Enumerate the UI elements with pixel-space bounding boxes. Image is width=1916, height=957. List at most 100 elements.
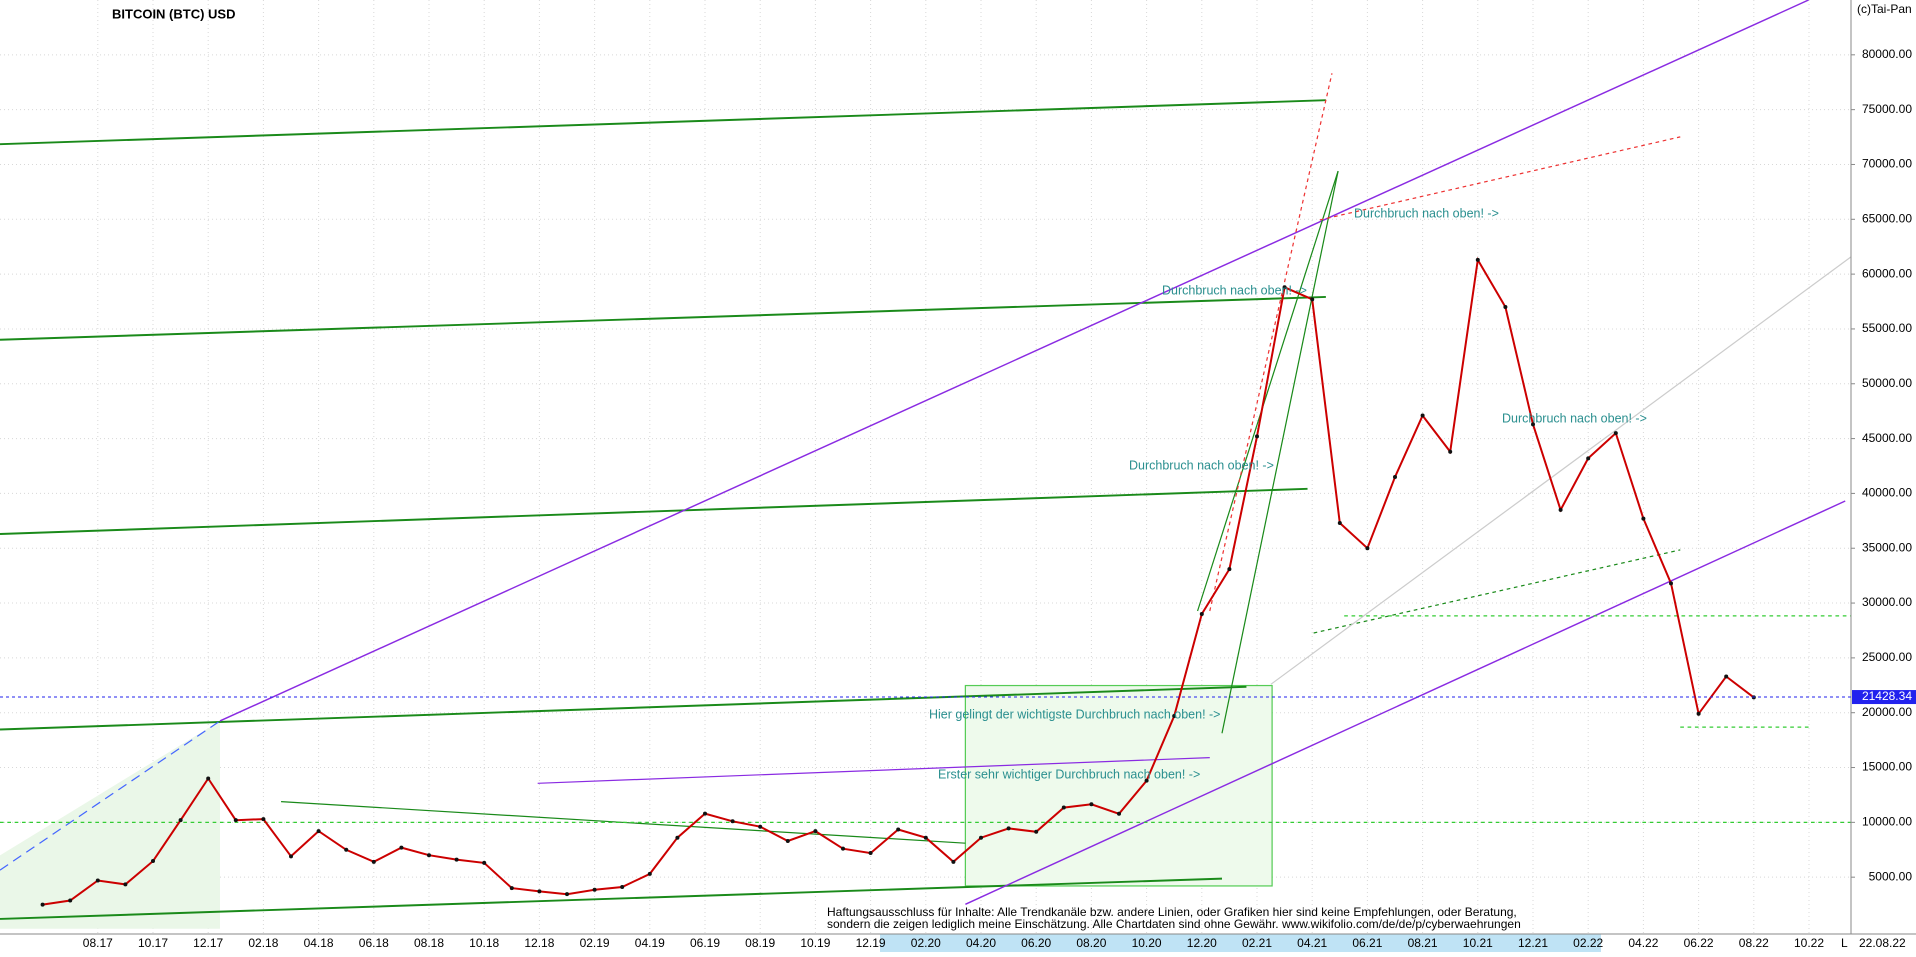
price-point	[40, 902, 45, 907]
price-point	[261, 817, 266, 822]
x-tick-label: 04.22	[1628, 936, 1658, 950]
price-point	[730, 819, 735, 824]
price-point	[841, 846, 845, 851]
x-tick-label: 10.22	[1794, 936, 1824, 950]
disclaimer: Haftungsausschluss für Inhalte: Alle Tre…	[827, 905, 1517, 919]
scale-mode: L	[1841, 936, 1848, 950]
trend-line	[219, 0, 1809, 722]
x-tick-label: 10.17	[138, 936, 168, 950]
price-point	[1365, 546, 1370, 551]
trend-lines	[0, 0, 1852, 929]
price-point	[1282, 285, 1287, 290]
x-tick-label: 02.21	[1242, 936, 1272, 950]
x-tick-label: 08.19	[745, 936, 775, 950]
y-tick-label: 5000.00	[1869, 869, 1913, 883]
trend-line	[1270, 256, 1852, 685]
annotation: Hier gelingt der wichtigste Durchbruch n…	[929, 707, 1220, 721]
y-tick-label: 20000.00	[1862, 705, 1912, 719]
x-tick-label: 10.20	[1132, 936, 1162, 950]
last-price-label: 21428.34	[1862, 689, 1912, 703]
price-point	[813, 829, 818, 834]
price-point	[371, 859, 376, 864]
price-point	[509, 886, 514, 891]
trend-line	[0, 487, 1308, 535]
price-point	[537, 889, 542, 894]
trend-line	[0, 877, 1223, 920]
x-tick-label: 08.21	[1408, 936, 1438, 950]
price-point	[399, 845, 404, 850]
price-point	[1586, 456, 1591, 461]
y-tick-label: 65000.00	[1862, 211, 1912, 225]
x-tick-label: 08.20	[1076, 936, 1106, 950]
y-tick-label: 70000.00	[1862, 157, 1912, 171]
price-point	[1117, 811, 1121, 816]
price-point	[1144, 778, 1149, 783]
annotation: Durchbruch nach oben! ->	[1502, 411, 1647, 425]
price-point	[1503, 305, 1508, 310]
price-point	[785, 838, 790, 843]
x-tick-label: 06.22	[1684, 936, 1714, 950]
x-tick-label: 02.19	[580, 936, 610, 950]
price-point	[233, 818, 238, 823]
x-tick-label: 04.19	[635, 936, 665, 950]
price-point	[482, 860, 487, 865]
y-tick-label: 80000.00	[1862, 47, 1912, 61]
price-point	[68, 898, 73, 903]
price-point	[1448, 449, 1453, 454]
y-tick-label: 25000.00	[1862, 650, 1912, 664]
price-point	[454, 857, 459, 862]
trend-line	[965, 500, 1846, 905]
annotation: Durchbruch nach oben! ->	[1162, 283, 1307, 297]
price-point	[1613, 431, 1618, 436]
y-tick-label: 75000.00	[1862, 102, 1912, 116]
price-point	[1089, 802, 1094, 807]
y-tick-label: 50000.00	[1862, 376, 1912, 390]
price-point	[1310, 297, 1315, 302]
price-point	[1227, 567, 1232, 572]
x-tick-label: 06.18	[359, 936, 389, 950]
price-point	[1255, 434, 1259, 439]
price-point	[1061, 805, 1066, 810]
price-point	[1034, 829, 1039, 834]
price-point	[951, 859, 956, 864]
price-point	[703, 811, 707, 816]
price-point	[758, 824, 763, 829]
x-tick-label: 12.19	[856, 936, 886, 950]
trend-line	[0, 720, 221, 871]
price-point	[1006, 826, 1011, 831]
shaded-area	[0, 720, 220, 929]
price-point	[1199, 612, 1204, 617]
price-point	[1420, 413, 1425, 418]
x-tick-label: 02.22	[1573, 936, 1603, 950]
price-point	[1724, 674, 1729, 679]
price-point	[178, 818, 183, 823]
x-tick-label: 08.17	[83, 936, 113, 950]
x-tick-label: 06.19	[690, 936, 720, 950]
x-tick-label: 10.21	[1463, 936, 1493, 950]
price-point	[979, 835, 983, 840]
price-point	[1669, 581, 1673, 586]
price-point	[1641, 516, 1646, 521]
price-point	[1696, 711, 1701, 716]
chart-title: BITCOIN (BTC) USD	[112, 6, 236, 21]
axis-highlight	[880, 934, 1601, 952]
price-point	[675, 835, 680, 840]
trend-line	[1196, 170, 1339, 612]
x-tick-label: 04.18	[304, 936, 334, 950]
price-point	[316, 829, 321, 834]
x-tick-label: 10.18	[469, 936, 499, 950]
x-tick-label: 08.22	[1739, 936, 1769, 950]
x-tick-label: 12.20	[1187, 936, 1217, 950]
annotation: Durchbruch nach oben! ->	[1129, 458, 1274, 472]
y-tick-label: 35000.00	[1862, 540, 1912, 554]
x-tick-label: 10.19	[800, 936, 830, 950]
price-point	[647, 871, 652, 876]
price-point	[344, 847, 349, 852]
trend-line	[537, 757, 1210, 784]
price-point	[592, 887, 597, 892]
price-point	[206, 776, 211, 781]
x-tick-label: 02.20	[911, 936, 941, 950]
y-tick-label: 30000.00	[1862, 595, 1912, 609]
